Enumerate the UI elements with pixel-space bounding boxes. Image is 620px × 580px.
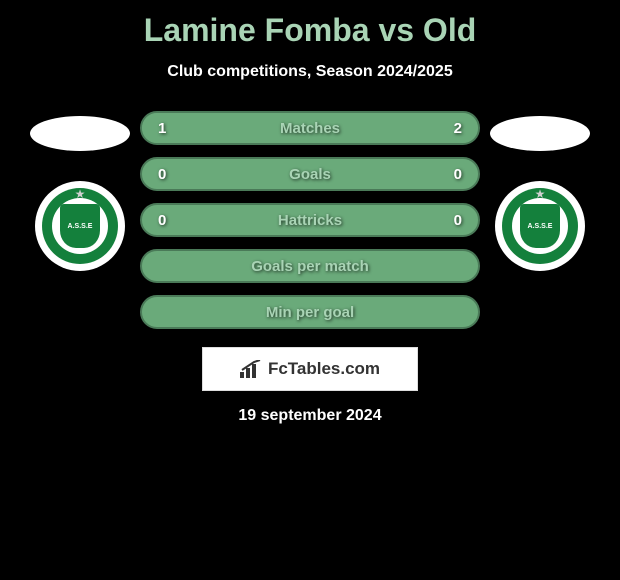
player2-avatar-placeholder bbox=[490, 116, 590, 151]
page-title: Lamine Fomba vs Old bbox=[0, 0, 620, 49]
stat-label: Goals per match bbox=[251, 258, 369, 275]
player2-name: Old bbox=[423, 12, 476, 48]
chart-icon bbox=[240, 360, 262, 378]
stat-label: Goals bbox=[289, 166, 331, 183]
club-abbr: A.S.S.E bbox=[68, 223, 93, 230]
star-icon: ★ bbox=[75, 187, 86, 201]
right-side-column: ★ A.S.S.E bbox=[480, 111, 600, 271]
star-icon: ★ bbox=[535, 187, 546, 201]
badge-inner-ring: A.S.S.E bbox=[512, 198, 568, 254]
left-side-column: ★ A.S.S.E bbox=[20, 111, 140, 271]
stats-column: Matches 1 2 Goals 0 0 Hattricks 0 0 Goals per mat… bbox=[140, 111, 480, 329]
stat-label: Matches bbox=[280, 120, 340, 137]
player1-name: Lamine Fomba bbox=[144, 12, 370, 48]
stat-row: Hattricks 0 0 bbox=[140, 203, 480, 237]
stat-row: Goals 0 0 bbox=[140, 157, 480, 191]
stat-right-value: 0 bbox=[454, 212, 462, 229]
stat-label: Hattricks bbox=[278, 212, 342, 229]
player2-club-badge: ★ A.S.S.E bbox=[495, 181, 585, 271]
watermark-text: FcTables.com bbox=[268, 359, 380, 379]
stat-row: Min per goal bbox=[140, 295, 480, 329]
watermark: FcTables.com bbox=[202, 347, 418, 391]
stat-right-value: 2 bbox=[454, 120, 462, 137]
subtitle: Club competitions, Season 2024/2025 bbox=[0, 63, 620, 81]
badge-shield: A.S.S.E bbox=[60, 204, 100, 248]
badge-inner-ring: A.S.S.E bbox=[52, 198, 108, 254]
stat-row: Matches 1 2 bbox=[140, 111, 480, 145]
badge-shield: A.S.S.E bbox=[520, 204, 560, 248]
player1-avatar-placeholder bbox=[30, 116, 130, 151]
stat-left-value: 0 bbox=[158, 166, 166, 183]
stat-right-value: 0 bbox=[454, 166, 462, 183]
stat-left-value: 0 bbox=[158, 212, 166, 229]
date-text: 19 september 2024 bbox=[0, 407, 620, 425]
vs-text: vs bbox=[378, 12, 414, 48]
comparison-content: ★ A.S.S.E Matches12Goals00Hattricks00Goa… bbox=[0, 111, 620, 329]
stat-left-value: 1 bbox=[158, 120, 166, 137]
stat-label: Min per goal bbox=[266, 304, 354, 321]
stat-row: Goals per match bbox=[140, 249, 480, 283]
player1-club-badge: ★ A.S.S.E bbox=[35, 181, 125, 271]
club-abbr: A.S.S.E bbox=[528, 223, 553, 230]
